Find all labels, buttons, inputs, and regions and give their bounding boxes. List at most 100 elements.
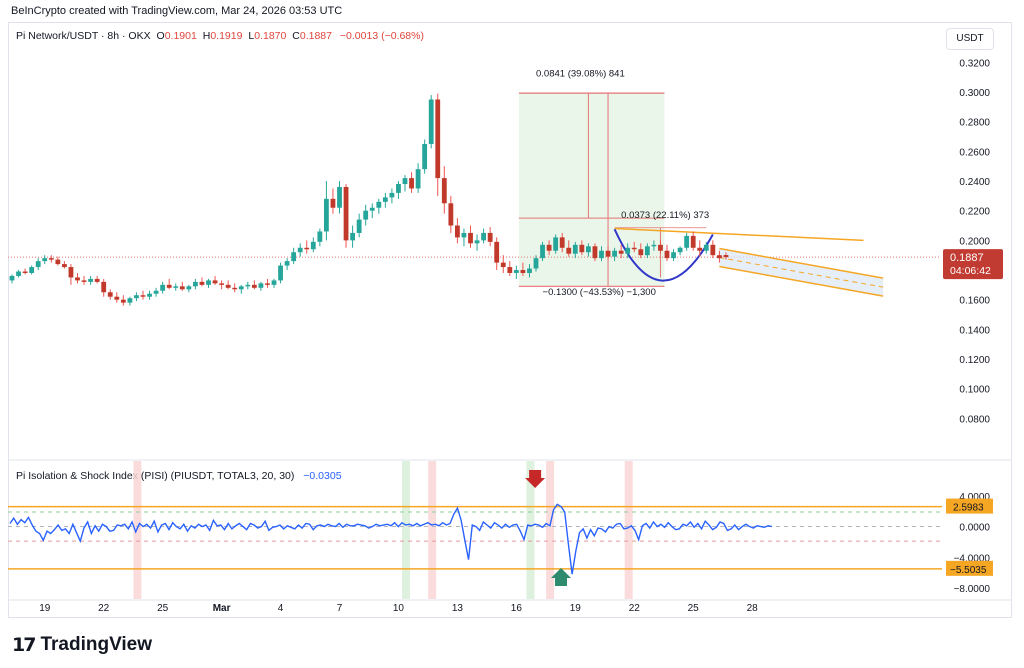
- symbol-legend[interactable]: Pi Network/USDT · 8h · OKX O0.1901 H0.19…: [16, 30, 424, 42]
- low-label: L: [248, 30, 255, 42]
- candle-body: [717, 255, 722, 259]
- candle-body: [631, 247, 637, 250]
- candle-body: [68, 267, 74, 278]
- candle-body: [369, 207, 375, 211]
- candle-body: [723, 255, 729, 258]
- open-label: O: [156, 30, 165, 42]
- candle-body: [559, 237, 565, 248]
- candle-body: [48, 258, 54, 260]
- candle-body: [651, 244, 657, 247]
- candle-body: [527, 268, 532, 273]
- candle-body: [409, 178, 414, 189]
- resistance-line: [614, 227, 864, 242]
- upper-level-tag-value: 2.5983: [953, 503, 984, 514]
- price-tag-countdown: 04:06:42: [950, 265, 991, 277]
- candle-body: [507, 267, 513, 273]
- channel-lower-line: [719, 265, 884, 297]
- candle-body: [579, 244, 585, 253]
- sell-signal-arrow-icon: [525, 470, 546, 488]
- candle-body: [520, 270, 526, 273]
- close-label: C: [292, 30, 300, 42]
- candle-body: [238, 286, 244, 290]
- candle-body: [147, 293, 152, 297]
- candle-body: [422, 143, 428, 170]
- candle-body: [625, 247, 631, 254]
- price-axis-tick: 0.1200: [959, 355, 990, 366]
- indicator-title[interactable]: Pi Isolation & Shock Index (PISI) (PIUSD…: [16, 470, 295, 482]
- time-axis-tick: 10: [393, 603, 405, 614]
- time-axis-tick: 22: [629, 603, 641, 614]
- high-value: 0.1919: [210, 30, 243, 42]
- candle-body: [114, 296, 120, 300]
- pisi-series-line: [9, 503, 772, 575]
- candle-body: [337, 186, 342, 208]
- candle-body: [304, 247, 310, 250]
- candle-body: [55, 259, 61, 265]
- candle-body: [258, 283, 264, 288]
- price-tag-value: 0.1887: [950, 252, 984, 264]
- indicator-legend[interactable]: Pi Isolation & Shock Index (PISI) (PIUSD…: [16, 470, 342, 482]
- chart-frame: [8, 22, 1012, 618]
- tradingview-logo[interactable]: 17 TradingView: [12, 634, 152, 656]
- candle-body: [572, 244, 578, 254]
- candle-body: [291, 252, 297, 262]
- candle-body: [193, 281, 198, 287]
- candle-body: [677, 247, 683, 253]
- candle-body: [618, 250, 624, 254]
- candle-body: [592, 246, 598, 259]
- candle-body: [513, 270, 519, 273]
- candle-body: [62, 264, 67, 268]
- price-axis-tick: 0.2800: [959, 118, 990, 129]
- candle-body: [363, 210, 369, 220]
- candle-body: [697, 247, 703, 251]
- candle-body: [199, 281, 205, 285]
- currency-button[interactable]: USDT: [946, 28, 994, 50]
- candle-body: [225, 284, 231, 288]
- open-value: 0.1901: [164, 30, 197, 42]
- change-value: −0.0013 (−0.68%): [339, 30, 424, 42]
- candle-body: [586, 246, 591, 253]
- time-axis-tick: 19: [570, 603, 582, 614]
- candle-body: [153, 290, 159, 294]
- time-axis-tick: 16: [511, 603, 523, 614]
- candle-body: [664, 250, 670, 259]
- signal-band: [624, 461, 633, 599]
- candle-body: [42, 258, 48, 262]
- candle-body: [160, 284, 166, 291]
- price-axis-tick: 0.3000: [959, 88, 990, 99]
- time-axis-tick: 25: [688, 603, 700, 614]
- candle-body: [533, 258, 539, 269]
- signal-band: [546, 461, 555, 599]
- candle-body: [658, 244, 663, 251]
- candle-body: [251, 284, 257, 288]
- candle-body: [343, 186, 349, 241]
- candle-body: [297, 247, 303, 253]
- candle-body: [396, 184, 401, 193]
- symbol-title[interactable]: Pi Network/USDT · 8h · OKX: [16, 30, 151, 42]
- channel-mid-line: [719, 257, 884, 288]
- candle-body: [232, 287, 238, 290]
- candle-body: [186, 286, 192, 290]
- candle-body: [382, 197, 388, 202]
- indicator-value: −0.0305: [303, 470, 342, 482]
- candle-body: [22, 271, 28, 273]
- candle-body: [265, 283, 270, 285]
- time-axis-tick: 4: [278, 603, 284, 614]
- close-value: 0.1887: [299, 30, 332, 42]
- buy-signal-arrow-icon: [551, 568, 572, 586]
- candle-body: [644, 246, 650, 256]
- candle-body: [605, 250, 611, 257]
- indicator-axis-tick: 0.0000: [959, 523, 990, 534]
- price-axis-tick: 0.2400: [959, 177, 990, 188]
- candle-body: [455, 225, 460, 238]
- low-value: 0.1870: [254, 30, 287, 42]
- upper-level-tag: [946, 498, 993, 514]
- candle-body: [428, 99, 434, 144]
- candle-body: [107, 292, 113, 297]
- drop-measure-label: −0.1300 (−43.53%) −1,300: [543, 287, 656, 298]
- candle-body: [468, 232, 473, 244]
- candle-body: [671, 252, 676, 259]
- candle-body: [245, 284, 251, 287]
- candle-body: [376, 201, 382, 208]
